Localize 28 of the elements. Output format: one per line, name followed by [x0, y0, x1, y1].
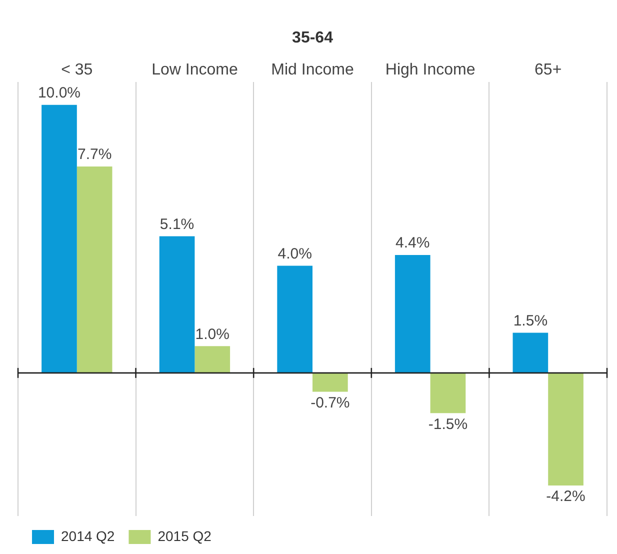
- bar: [430, 372, 466, 414]
- bar: [548, 372, 584, 486]
- bar: [194, 346, 230, 373]
- data-label: 1.5%: [513, 312, 548, 330]
- bar: [76, 166, 112, 373]
- bar: [512, 332, 548, 373]
- data-label: 10.0%: [38, 84, 81, 102]
- data-label: 4.4%: [396, 234, 430, 252]
- bar: [159, 236, 195, 373]
- data-label: -1.5%: [428, 416, 468, 433]
- data-label: 1.0%: [195, 326, 230, 343]
- bar: [42, 104, 77, 373]
- x-tick-label: < 35: [61, 61, 93, 78]
- data-label: 7.7%: [77, 146, 112, 164]
- text: 35-64: [292, 29, 334, 46]
- bar: [312, 372, 348, 392]
- x-tick-label: Mid Income: [271, 61, 354, 78]
- bar: [394, 254, 430, 373]
- legend-label: 2015 Q2: [158, 528, 212, 544]
- x-tick-label: 65+: [534, 61, 562, 78]
- legend-label: 2014 Q2: [61, 528, 115, 544]
- data-label: 4.0%: [278, 245, 312, 262]
- data-label: 5.1%: [160, 216, 194, 233]
- bar: [277, 266, 312, 373]
- data-label: -0.7%: [310, 394, 350, 412]
- x-tick-label: Low Income: [152, 61, 238, 78]
- x-tick-label: High Income: [385, 61, 476, 78]
- data-label: -4.2%: [546, 488, 586, 506]
